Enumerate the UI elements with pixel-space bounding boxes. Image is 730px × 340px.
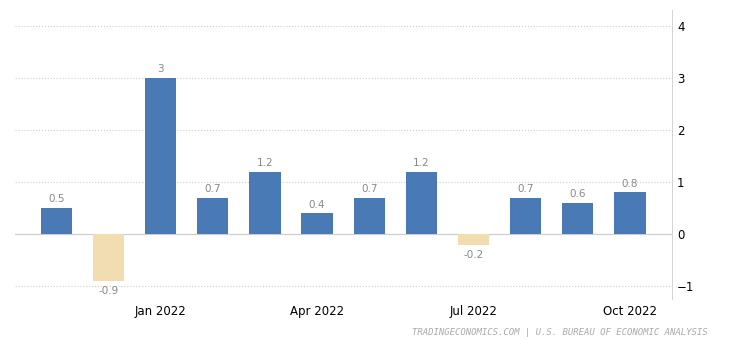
- Bar: [93, 234, 124, 281]
- Bar: [353, 198, 385, 234]
- Bar: [301, 213, 333, 234]
- Text: 3: 3: [157, 64, 164, 74]
- Text: -0.9: -0.9: [99, 286, 118, 296]
- Text: TRADINGECONOMICS.COM | U.S. BUREAU OF ECONOMIC ANALYSIS: TRADINGECONOMICS.COM | U.S. BUREAU OF EC…: [412, 328, 708, 337]
- Text: 0.7: 0.7: [361, 184, 377, 194]
- Text: 0.4: 0.4: [309, 200, 326, 210]
- Bar: [145, 78, 176, 234]
- Bar: [510, 198, 541, 234]
- Text: 0.6: 0.6: [569, 189, 586, 199]
- Text: 0.7: 0.7: [204, 184, 221, 194]
- Text: 0.8: 0.8: [622, 179, 638, 189]
- Bar: [406, 172, 437, 234]
- Bar: [41, 208, 72, 234]
- Bar: [249, 172, 280, 234]
- Text: 1.2: 1.2: [413, 158, 430, 168]
- Bar: [458, 234, 489, 244]
- Bar: [197, 198, 228, 234]
- Text: 0.7: 0.7: [518, 184, 534, 194]
- Text: 0.5: 0.5: [48, 194, 64, 204]
- Text: -0.2: -0.2: [464, 250, 483, 260]
- Bar: [614, 192, 645, 234]
- Text: 1.2: 1.2: [256, 158, 273, 168]
- Bar: [562, 203, 593, 234]
